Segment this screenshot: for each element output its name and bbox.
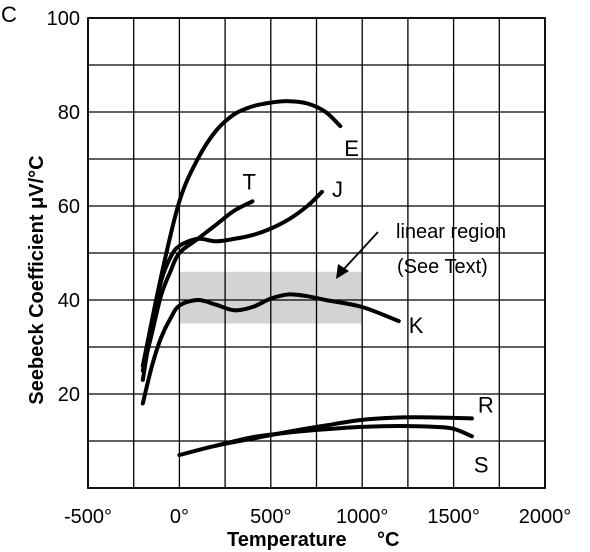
linear-region-annotation-line2: (See Text)	[397, 256, 488, 278]
annotation-arrow-shaft	[342, 231, 379, 271]
corner-mark: C	[1, 2, 17, 27]
series-label-t: T	[243, 169, 256, 194]
x-tick-label: 1000°	[336, 506, 389, 528]
x-tick-label: 1500°	[427, 506, 480, 528]
x-tick-label: 500°	[250, 506, 291, 528]
x-tick-label: 2000°	[519, 506, 572, 528]
annotation-layer: linear region (See Text)	[336, 221, 506, 279]
x-tick-label: -500°	[64, 506, 112, 528]
series-line-t	[140, 199, 255, 373]
series-label-j: J	[332, 177, 343, 202]
series-label-r: R	[478, 392, 494, 417]
y-tick-label: 60	[58, 196, 80, 218]
series-line-r	[177, 415, 474, 458]
grid-layer	[87, 17, 546, 489]
x-axis-title-group: Temperature °C	[227, 529, 399, 551]
series-label-e: E	[344, 136, 359, 161]
x-axis-title: Temperature	[227, 529, 347, 551]
series-line-k	[140, 292, 401, 406]
series-line-j	[140, 189, 324, 382]
x-axis-unit: °C	[377, 529, 399, 551]
plot-frame	[87, 17, 546, 489]
y-tick-label: 80	[58, 102, 80, 124]
series-line-e	[140, 99, 343, 368]
y-tick-label: 100	[47, 8, 80, 30]
series-line-s	[214, 424, 474, 448]
y-axis-title: Seebeck Coefficient μV/°C	[26, 155, 48, 404]
annotation-arrow-head	[336, 264, 349, 279]
tick-label-layer: -500° 0° 500° 1000° 1500° 2000° 20 40 60 80 100	[47, 8, 572, 528]
x-tick-label: 0°	[170, 506, 189, 528]
linear-region-annotation-line1: linear region	[396, 221, 506, 243]
series-label-k: K	[409, 313, 424, 338]
series-layer: E T J K R S	[140, 99, 494, 477]
y-tick-label: 20	[58, 384, 80, 406]
y-tick-label: 40	[58, 290, 80, 312]
series-label-s: S	[474, 452, 489, 477]
